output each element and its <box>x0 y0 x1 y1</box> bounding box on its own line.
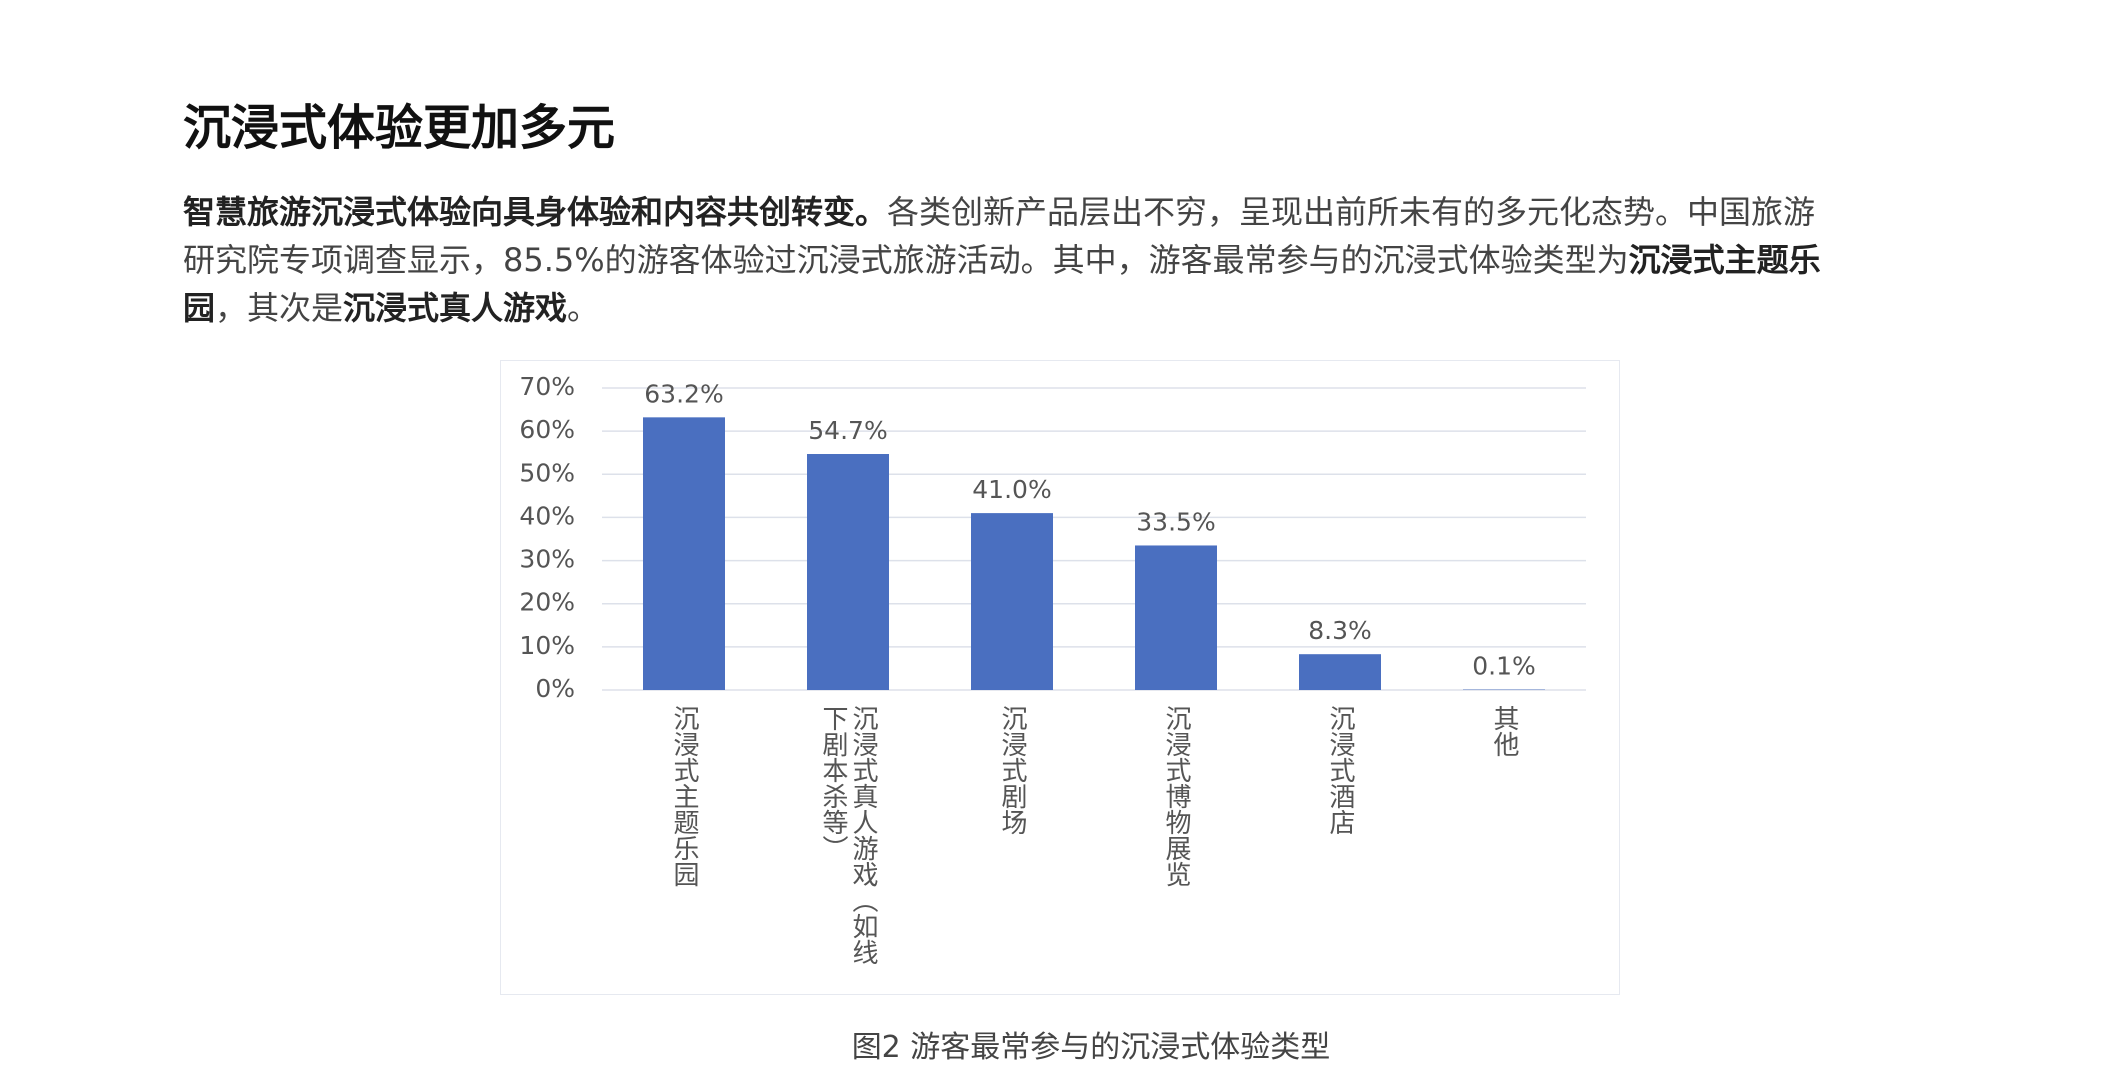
y-tick-label: 40% <box>519 501 575 530</box>
paragraph-text: 沉浸式真人游戏 <box>343 289 568 327</box>
data-label: 41.0% <box>972 475 1051 504</box>
paragraph-text: 。 <box>567 289 600 327</box>
paragraph-text: 各类创新产品层出不穷，呈现出前所未有的多元化态势。中国旅游研究院专项调查显示，8… <box>183 193 1816 279</box>
x-tick-label: 沉浸式博物展览 <box>1161 705 1191 887</box>
paragraph: 智慧旅游沉浸式体验向具身体验和内容共创转变。各类创新产品层出不穷，呈现出前所未有… <box>183 188 1823 332</box>
data-label: 33.5% <box>1136 507 1215 536</box>
x-tick-label: 沉浸式酒店 <box>1325 705 1355 835</box>
bar <box>1135 545 1217 690</box>
paragraph-text: 沉浸式主题乐园 <box>183 241 1821 327</box>
x-tick-label: 其他 <box>1489 705 1519 757</box>
y-tick-label: 10% <box>519 631 575 660</box>
data-label: 0.1% <box>1472 652 1536 681</box>
caption: 图2 游客最常参与的沉浸式体验类型 <box>851 1030 1331 1065</box>
x-tick-label: 沉浸式剧场 <box>997 705 1027 835</box>
data-label: 8.3% <box>1308 616 1372 645</box>
x-tick-label: 沉浸式真人游戏（如线下剧本杀等） <box>818 705 878 965</box>
y-tick-label: 0% <box>535 674 575 703</box>
bar <box>807 454 889 690</box>
y-tick-label: 20% <box>519 588 575 617</box>
paragraph-text: 智慧旅游沉浸式体验向具身体验和内容共创转变。 <box>183 193 888 231</box>
y-tick-label: 30% <box>519 545 575 574</box>
paragraph-text: ，其次是 <box>215 289 344 327</box>
y-tick-label: 50% <box>519 458 575 487</box>
y-tick-label: 70% <box>519 372 575 401</box>
bar <box>971 513 1053 690</box>
x-tick-label: 沉浸式主题乐园 <box>669 705 699 887</box>
heading: 沉浸式体验更加多元 <box>183 100 616 156</box>
y-tick-label: 60% <box>519 415 575 444</box>
data-label: 54.7% <box>808 416 887 445</box>
bar <box>643 417 725 690</box>
data-label: 63.2% <box>644 379 723 408</box>
chart-frame <box>500 360 1620 995</box>
bar <box>1299 654 1381 690</box>
